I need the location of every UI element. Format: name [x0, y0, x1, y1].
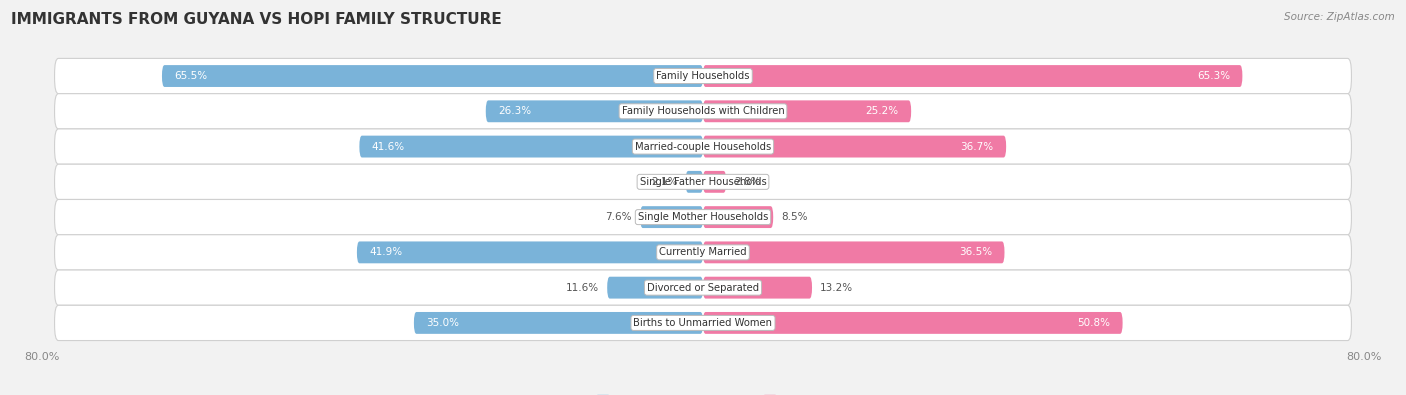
FancyBboxPatch shape	[55, 270, 1351, 305]
FancyBboxPatch shape	[55, 164, 1351, 199]
FancyBboxPatch shape	[686, 171, 703, 193]
Legend: Immigrants from Guyana, Hopi: Immigrants from Guyana, Hopi	[595, 393, 811, 395]
FancyBboxPatch shape	[485, 100, 703, 122]
Text: Family Households with Children: Family Households with Children	[621, 106, 785, 116]
Text: 7.6%: 7.6%	[606, 212, 631, 222]
FancyBboxPatch shape	[703, 277, 813, 299]
Text: 50.8%: 50.8%	[1077, 318, 1111, 328]
FancyBboxPatch shape	[55, 94, 1351, 129]
Text: Single Father Households: Single Father Households	[640, 177, 766, 187]
FancyBboxPatch shape	[413, 312, 703, 334]
FancyBboxPatch shape	[55, 235, 1351, 270]
Text: 65.5%: 65.5%	[174, 71, 208, 81]
Text: 25.2%: 25.2%	[866, 106, 898, 116]
Text: 36.5%: 36.5%	[959, 247, 993, 258]
FancyBboxPatch shape	[703, 312, 1122, 334]
Text: 65.3%: 65.3%	[1197, 71, 1230, 81]
FancyBboxPatch shape	[607, 277, 703, 299]
FancyBboxPatch shape	[703, 65, 1243, 87]
FancyBboxPatch shape	[640, 206, 703, 228]
Text: 35.0%: 35.0%	[426, 318, 460, 328]
Text: 41.6%: 41.6%	[371, 141, 405, 152]
FancyBboxPatch shape	[162, 65, 703, 87]
FancyBboxPatch shape	[360, 135, 703, 158]
FancyBboxPatch shape	[703, 135, 1007, 158]
FancyBboxPatch shape	[55, 305, 1351, 340]
FancyBboxPatch shape	[55, 129, 1351, 164]
Text: 2.1%: 2.1%	[651, 177, 678, 187]
FancyBboxPatch shape	[55, 58, 1351, 94]
Text: 8.5%: 8.5%	[782, 212, 808, 222]
Text: Source: ZipAtlas.com: Source: ZipAtlas.com	[1284, 12, 1395, 22]
Text: 36.7%: 36.7%	[960, 141, 994, 152]
Text: 2.8%: 2.8%	[734, 177, 761, 187]
FancyBboxPatch shape	[703, 241, 1004, 263]
Text: Single Mother Households: Single Mother Households	[638, 212, 768, 222]
Text: 41.9%: 41.9%	[370, 247, 402, 258]
Text: Family Households: Family Households	[657, 71, 749, 81]
FancyBboxPatch shape	[703, 206, 773, 228]
Text: 13.2%: 13.2%	[820, 283, 853, 293]
Text: Divorced or Separated: Divorced or Separated	[647, 283, 759, 293]
FancyBboxPatch shape	[55, 199, 1351, 235]
Text: Births to Unmarried Women: Births to Unmarried Women	[634, 318, 772, 328]
Text: IMMIGRANTS FROM GUYANA VS HOPI FAMILY STRUCTURE: IMMIGRANTS FROM GUYANA VS HOPI FAMILY ST…	[11, 12, 502, 27]
FancyBboxPatch shape	[703, 100, 911, 122]
FancyBboxPatch shape	[357, 241, 703, 263]
FancyBboxPatch shape	[703, 171, 725, 193]
Text: 26.3%: 26.3%	[498, 106, 531, 116]
Text: 11.6%: 11.6%	[565, 283, 599, 293]
Text: Currently Married: Currently Married	[659, 247, 747, 258]
Text: Married-couple Households: Married-couple Households	[636, 141, 770, 152]
